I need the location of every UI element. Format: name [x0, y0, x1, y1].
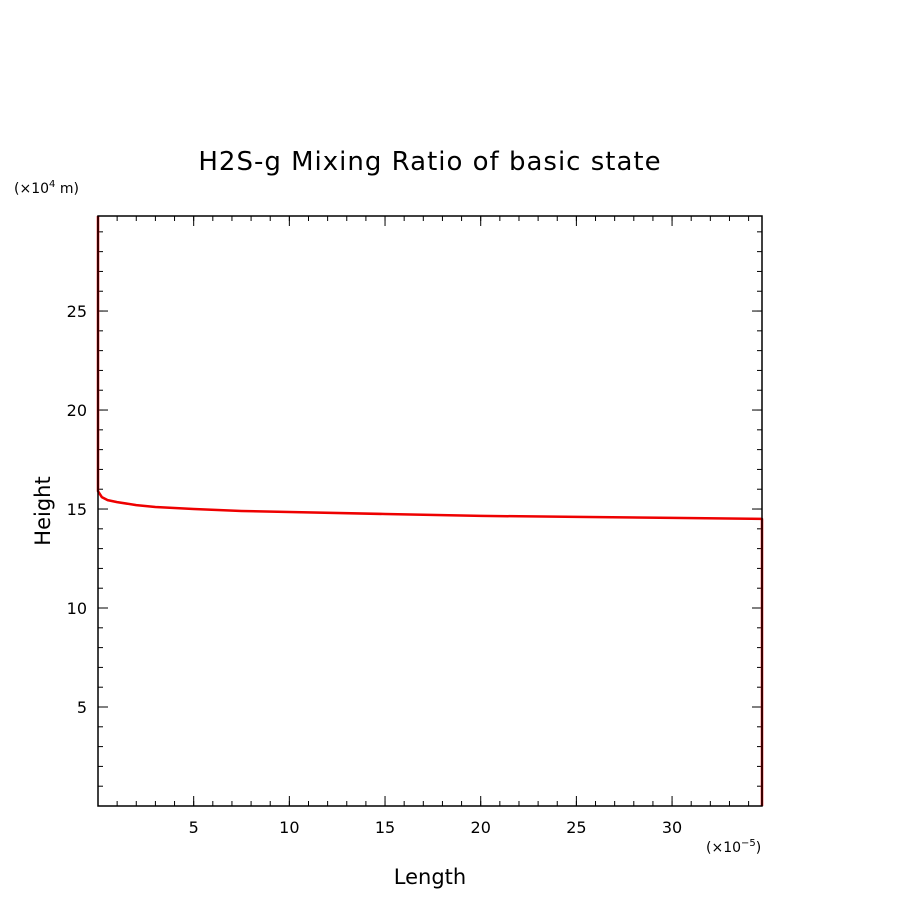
x-tick-label: 25: [566, 818, 586, 837]
multiplier-exponent: 4: [49, 179, 55, 190]
y-tick-label: 15: [67, 500, 87, 519]
series-line: [96, 216, 764, 806]
x-tick-label: 20: [471, 818, 491, 837]
ticks-layer: 5 10 15 20 25 30 5 10 15 20 25: [67, 216, 762, 837]
plot-frame: [97, 215, 763, 807]
x-tick-label: 30: [662, 818, 682, 837]
multiplier-base: (×10: [14, 181, 49, 197]
multiplier-suffix: ): [756, 840, 761, 856]
y-tick-label: 25: [67, 302, 87, 321]
y-tick-label: 10: [67, 599, 87, 618]
x-axis-label: Length: [394, 865, 466, 889]
y-axis-label: Height: [31, 476, 55, 545]
multiplier-suffix: m): [55, 181, 79, 197]
x-axis-multiplier: (×10−5): [706, 838, 761, 856]
y-tick-label: 20: [67, 401, 87, 420]
x-tick-label: 15: [375, 818, 395, 837]
series-layer: [96, 216, 764, 806]
multiplier-base: (×10: [706, 840, 741, 856]
multiplier-exponent: −5: [741, 838, 756, 849]
x-tick-label: 10: [279, 818, 299, 837]
x-tick-label: 5: [189, 818, 199, 837]
y-tick-label: 5: [77, 698, 87, 717]
chart-title: H2S-g Mixing Ratio of basic state: [198, 147, 661, 177]
y-axis-multiplier: (×104 m): [14, 179, 79, 197]
